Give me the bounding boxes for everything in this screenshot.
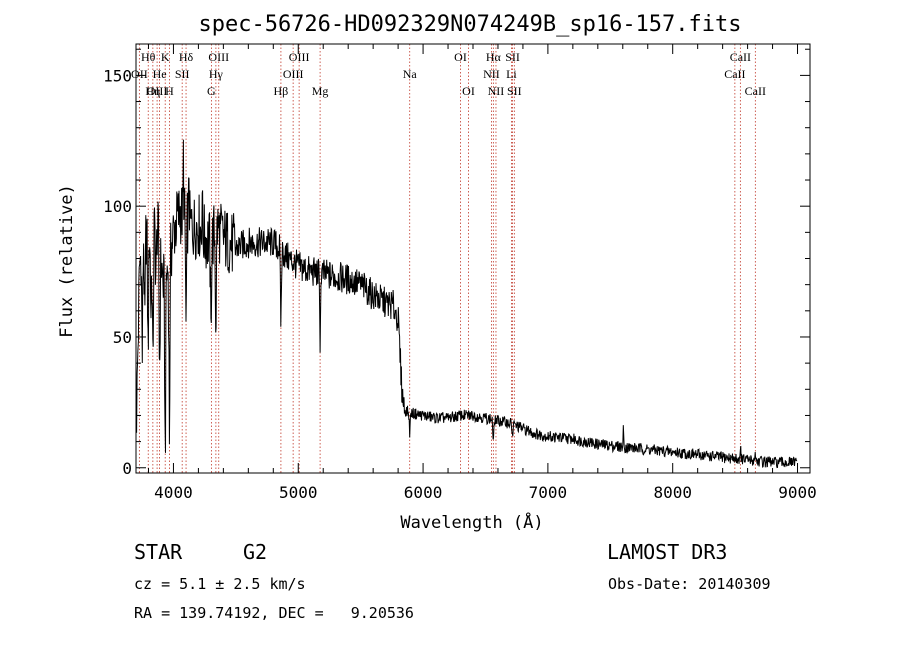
redshift-velocity: cz = 5.1 ± 2.5 km/s: [134, 575, 306, 593]
spectral-line-label: Hδ: [179, 50, 194, 64]
object-class: STAR: [134, 540, 183, 564]
spectral-line-label: Hθ: [141, 50, 156, 64]
coordinates: RA = 139.74192, DEC = 9.20536: [134, 604, 414, 622]
x-tick-label: 6000: [404, 483, 443, 502]
y-tick-label: 150: [103, 66, 132, 85]
spectral-line-label: OIII: [147, 84, 168, 98]
spectral-line-markers: [138, 44, 756, 473]
survey-release: LAMOST DR3: [607, 540, 728, 564]
spectral-line-label: CaII: [724, 67, 745, 81]
y-tick-label: 50: [113, 328, 132, 347]
y-axis-ticks: 0 50 100 150: [103, 48, 810, 478]
x-tick-label: 7000: [529, 483, 568, 502]
spectral-line-label: Hη: [145, 84, 160, 98]
spectral-line-label: He: [153, 67, 167, 81]
x-tick-label: 9000: [778, 483, 817, 502]
spectral-line-label: K: [161, 50, 170, 64]
spectral-line-labels: Hθ OII OIII He K Hη H Hδ SII OIII Hγ G OIII OIII Hβ Mg N…: [131, 50, 766, 98]
spectral-line-label: OIII: [283, 67, 304, 81]
spectral-line-label: CaII: [745, 84, 766, 98]
spectral-line-label: Li: [506, 67, 517, 81]
chart-title: spec-56726-HD092329N074249B_sp16-157.fit…: [198, 12, 741, 37]
spectral-line-label: OIII: [208, 50, 229, 64]
x-axis-ticks: 4000 5000 6000 7000 8000 9000: [147, 44, 817, 502]
spectral-line-label: OI: [454, 50, 467, 64]
x-tick-label: 5000: [279, 483, 318, 502]
spectral-line-label: OIII: [289, 50, 310, 64]
y-tick-label: 100: [103, 197, 132, 216]
spectral-line-label: G: [207, 84, 216, 98]
object-subclass: G2: [243, 540, 268, 564]
y-axis-label: Flux (relative): [57, 184, 77, 338]
spectral-line-label: NII: [488, 84, 505, 98]
flux-series-line: [136, 139, 798, 469]
spectral-line-label: SII: [507, 84, 522, 98]
spectral-line-label: NII: [483, 67, 500, 81]
spectral-line-label: SII: [505, 50, 520, 64]
spectral-line-label: Hγ: [209, 67, 224, 81]
spectral-line-label: Hβ: [274, 84, 289, 98]
spectral-line-label: Hα: [486, 50, 502, 64]
spectral-line-label: SII: [175, 67, 190, 81]
x-tick-label: 4000: [154, 483, 193, 502]
spectral-line-label: Na: [403, 67, 418, 81]
observation-date: Obs-Date: 20140309: [608, 575, 771, 593]
spectral-line-label: OII: [131, 67, 148, 81]
x-axis-label: Wavelength (Å): [400, 511, 543, 533]
spectral-line-label: Mg: [312, 84, 329, 98]
x-tick-label: 8000: [653, 483, 692, 502]
y-tick-label: 0: [122, 459, 132, 478]
spectral-line-label: CaII: [730, 50, 751, 64]
spectral-line-label: H: [165, 84, 174, 98]
plot-frame: [135, 43, 811, 474]
spectral-line-label: OI: [462, 84, 475, 98]
